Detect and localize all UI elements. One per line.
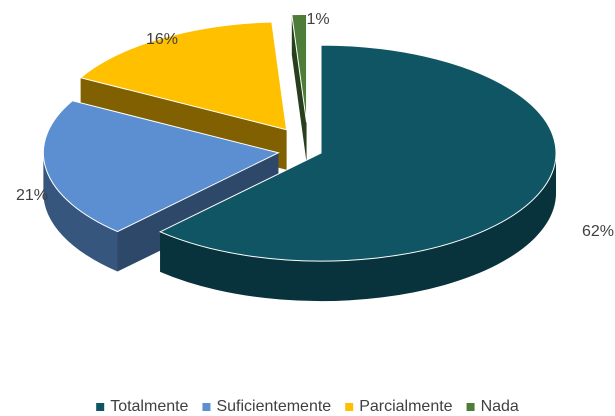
slice <box>291 13 308 123</box>
data-label: 21% <box>16 187 48 204</box>
legend-label: Parcialmente <box>359 398 452 415</box>
legend-label: Suficientemente <box>216 398 331 415</box>
legend-label: Nada <box>481 398 519 415</box>
pie: 62% 21% 16% 1% <box>16 11 614 302</box>
slice-rim <box>43 152 118 272</box>
legend-swatch <box>466 403 475 411</box>
legend-label: Totalmente <box>110 398 188 415</box>
data-label: 62% <box>582 223 614 240</box>
legend-swatch <box>202 403 211 411</box>
legend-swatch <box>345 403 354 411</box>
legend-swatch <box>96 403 105 411</box>
slice <box>79 21 288 131</box>
legend: Totalmente Suficientemente Parcialmente Nad… <box>96 398 519 415</box>
slice-rim <box>160 153 557 302</box>
data-label: 1% <box>306 11 329 28</box>
slice <box>158 44 557 262</box>
slice <box>42 100 280 233</box>
data-label: 16% <box>146 31 178 48</box>
slice-wall <box>291 14 307 163</box>
